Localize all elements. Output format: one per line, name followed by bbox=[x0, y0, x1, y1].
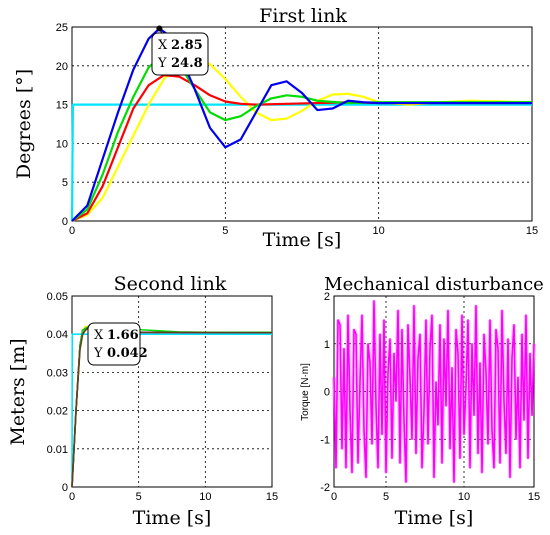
datatip-x-label: X bbox=[94, 328, 104, 343]
datatip-box bbox=[151, 32, 209, 76]
y-tick-label: 0 bbox=[62, 216, 68, 228]
yticks-second-link: 0 0.01 0.02 0.03 0.04 0.05 bbox=[47, 291, 68, 494]
x-tick-label: 15 bbox=[526, 225, 538, 237]
datatip-y-value: 24.8 bbox=[171, 56, 203, 71]
xlabel-second-link: Time [s] bbox=[133, 507, 212, 529]
series-line-4 bbox=[71, 53, 532, 222]
xlabel-first-link: Time [s] bbox=[263, 229, 342, 251]
x-tick-label: 5 bbox=[383, 491, 389, 503]
chart-first-link: First link 0 5 10 15 20 25 0 5 10 15 X 2.85 Y 24… bbox=[13, 5, 538, 251]
ylabel-mechanical-disturbance: Torque [N·m] bbox=[300, 363, 311, 421]
y-tick-label: 1 bbox=[324, 339, 330, 351]
x-tick-label: 10 bbox=[199, 491, 211, 503]
datatip-first-link: X 2.85 Y 24.8 bbox=[151, 25, 209, 76]
y-tick-label: 2 bbox=[324, 291, 330, 303]
datatip-second-link: X 1.66 Y 0.042 bbox=[87, 322, 148, 366]
xticks-first-link: 0 5 10 15 bbox=[69, 225, 538, 237]
y-tick-label: 0 bbox=[324, 387, 330, 399]
lines-first-link bbox=[70, 27, 533, 223]
x-tick-label: 0 bbox=[69, 225, 75, 237]
y-tick-label: 0.01 bbox=[47, 444, 68, 456]
series-line-1 bbox=[333, 299, 535, 484]
series-line-2 bbox=[71, 56, 533, 223]
datatip-x-value: 2.85 bbox=[171, 38, 203, 53]
y-tick-label: 0.02 bbox=[47, 406, 68, 418]
xticks-mechanical-disturbance: 0 5 10 15 bbox=[331, 491, 540, 503]
x-tick-label: 15 bbox=[528, 491, 540, 503]
y-tick-label: 0.05 bbox=[47, 291, 68, 303]
datatip-marker bbox=[156, 25, 163, 32]
y-tick-label: -1 bbox=[320, 434, 330, 446]
y-tick-label: 0 bbox=[62, 482, 68, 494]
yticks-first-link: 0 5 10 15 20 25 bbox=[56, 22, 68, 228]
datatip-y-value: 0.042 bbox=[107, 346, 148, 361]
y-tick-label: 15 bbox=[56, 100, 68, 112]
plot-area-first-link bbox=[71, 26, 533, 222]
x-tick-label: 0 bbox=[331, 491, 337, 503]
x-tick-label: 5 bbox=[222, 225, 228, 237]
x-tick-label: 10 bbox=[458, 491, 470, 503]
x-tick-label: 5 bbox=[136, 491, 142, 503]
y-tick-label: 20 bbox=[56, 61, 68, 73]
datatip-y-label: Y bbox=[93, 346, 103, 361]
y-tick-label: 0.04 bbox=[47, 329, 68, 341]
datatip-box bbox=[87, 322, 141, 366]
y-tick-label: 25 bbox=[56, 22, 68, 34]
title-first-link: First link bbox=[259, 5, 347, 27]
datatip-y-label: Y bbox=[157, 56, 167, 71]
datatip-x-label: X bbox=[158, 38, 168, 53]
title-second-link: Second link bbox=[114, 273, 227, 295]
y-tick-label: -2 bbox=[320, 482, 330, 494]
chart-mechanical-disturbance: Mechanical disturbance -2 -1 0 1 2 0 5 10 15 Ti… bbox=[300, 274, 544, 529]
series-line-5 bbox=[71, 27, 532, 222]
x-tick-label: 10 bbox=[373, 225, 385, 237]
datatip-x-value: 1.66 bbox=[107, 328, 139, 343]
xticks-second-link: 0 5 10 15 bbox=[69, 491, 278, 503]
ylabel-second-link: Meters [m] bbox=[7, 338, 29, 445]
xlabel-mechanical-disturbance: Time [s] bbox=[395, 507, 474, 529]
x-tick-label: 0 bbox=[69, 491, 75, 503]
y-tick-label: 0.03 bbox=[47, 367, 68, 379]
series-line-1 bbox=[70, 103, 532, 222]
ylabel-first-link: Degrees [°] bbox=[13, 69, 35, 179]
lines-mechanical-disturbance bbox=[332, 299, 536, 484]
chart-second-link: Second link 0 0.01 0.02 0.03 0.04 0.05 0 5 10 15… bbox=[7, 273, 278, 529]
series-line-1 bbox=[71, 333, 272, 488]
x-tick-label: 15 bbox=[266, 491, 278, 503]
y-tick-label: 10 bbox=[56, 138, 68, 150]
yticks-mechanical-disturbance: -2 -1 0 1 2 bbox=[320, 291, 330, 494]
y-tick-label: 5 bbox=[62, 177, 68, 189]
title-mechanical-disturbance: Mechanical disturbance bbox=[324, 274, 544, 295]
